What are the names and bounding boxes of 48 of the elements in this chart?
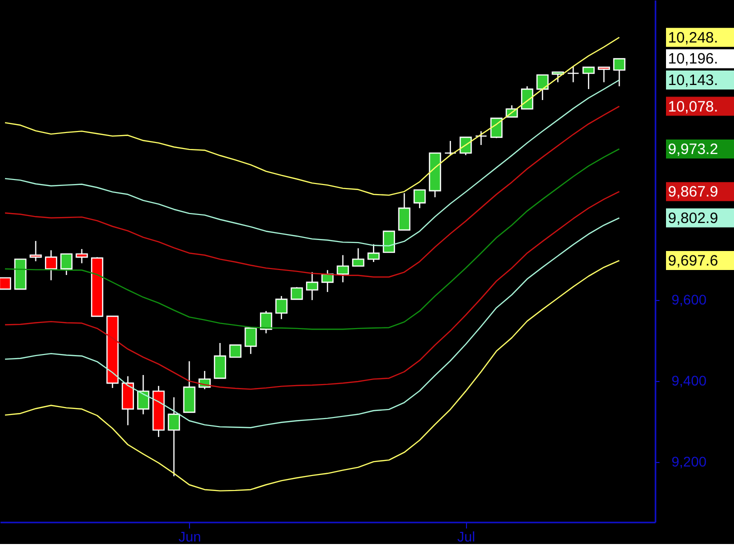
- candlestick: [398, 192, 410, 231]
- candlestick: [567, 65, 580, 83]
- line-series: [4, 36, 620, 196]
- candlestick: [76, 248, 88, 264]
- text: 9,697.6: [668, 252, 718, 270]
- candlestick: [336, 254, 349, 283]
- candlestick: [598, 66, 610, 83]
- text: 9,973.2: [668, 140, 718, 158]
- candlestick: [168, 396, 180, 477]
- text: 9,802.9: [668, 210, 718, 227]
- candlestick: [382, 230, 396, 253]
- candlestick: [0, 277, 12, 290]
- line-series: [4, 260, 620, 492]
- candlestick: [260, 310, 272, 334]
- line-series: [4, 190, 620, 390]
- line-series: [4, 217, 620, 428]
- y-tick-label: 9,400: [672, 372, 707, 389]
- candlestick: [275, 295, 288, 320]
- candlestick: [44, 250, 58, 281]
- candlestick: [290, 286, 303, 300]
- candlestick: [367, 244, 380, 263]
- candlestick: [582, 66, 595, 90]
- candlestick: [321, 270, 334, 293]
- candlestick: [306, 272, 318, 301]
- x-tick-label: Jul: [457, 528, 476, 544]
- candlestick: [352, 248, 364, 267]
- text: 10,078.: [668, 98, 718, 116]
- candlestick: [137, 374, 150, 415]
- candlestick: [460, 136, 472, 156]
- candlestick: [244, 327, 257, 355]
- text: 10,196.: [668, 50, 718, 68]
- candlestick: [613, 58, 626, 87]
- text: 9,867.9: [668, 184, 718, 201]
- candlestick: [60, 253, 73, 276]
- candlestick: [474, 130, 488, 146]
- text: 10,143.: [668, 72, 718, 89]
- candlestick: [444, 140, 456, 156]
- text: 10,248.: [668, 29, 718, 46]
- y-tick-label: 9,600: [672, 292, 707, 308]
- candlestick: [536, 74, 549, 101]
- line-series: [4, 79, 620, 246]
- candlestick: [521, 86, 534, 110]
- candlestick: [30, 240, 42, 262]
- x-tick-label: Jun: [178, 528, 202, 544]
- y-tick-label: 9,200: [672, 454, 707, 470]
- candlestick: [414, 189, 426, 209]
- candlestick: [214, 342, 226, 379]
- candlestick: [229, 344, 242, 358]
